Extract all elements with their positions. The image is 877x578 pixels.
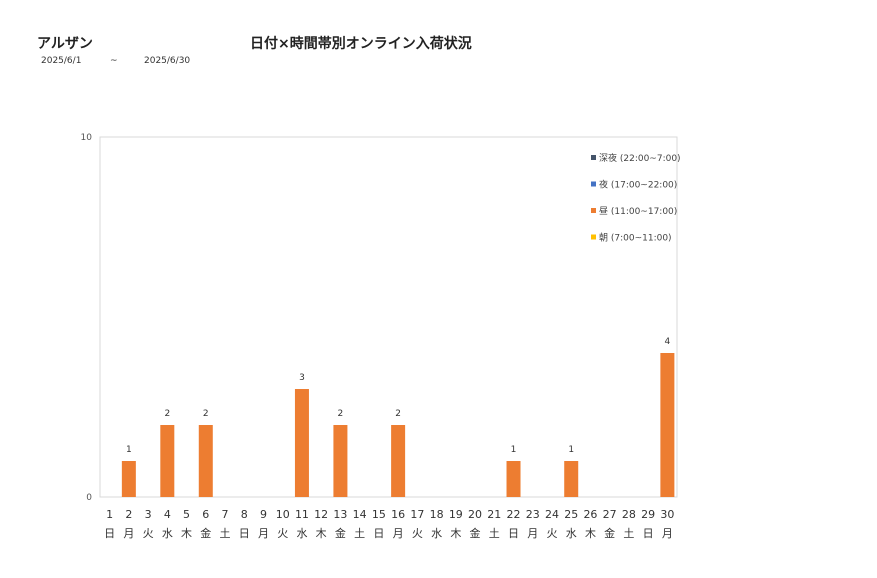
legend-swatch (591, 181, 596, 187)
legend-swatch (591, 208, 596, 213)
data-label: 3 (299, 373, 305, 383)
data-label: 1 (511, 445, 517, 455)
x-tick-day: 8 (241, 508, 248, 521)
x-tick-day: 12 (314, 508, 328, 521)
x-tick-weekday: 水 (431, 527, 442, 540)
x-tick-weekday: 火 (277, 527, 288, 540)
x-tick-weekday: 水 (162, 527, 173, 540)
x-tick-weekday: 木 (181, 527, 192, 540)
x-tick-day: 2 (125, 508, 132, 521)
bar (198, 425, 213, 497)
x-tick-day: 15 (372, 508, 386, 521)
x-tick-weekday: 土 (354, 527, 365, 540)
legend-label: 朝 (7:00~11:00) (599, 233, 672, 244)
x-tick-weekday: 木 (585, 527, 596, 540)
x-tick-weekday: 日 (239, 527, 250, 540)
x-tick-day: 1 (106, 508, 113, 521)
period-end: 2025/6/30 (144, 56, 191, 66)
period-separator: ~ (110, 56, 118, 66)
x-tick-day: 24 (545, 508, 559, 521)
y-tick-label: 0 (86, 493, 92, 503)
x-tick-day: 19 (449, 508, 463, 521)
data-label: 2 (164, 409, 170, 419)
x-tick-day: 7 (222, 508, 229, 521)
x-tick-weekday: 木 (316, 527, 327, 540)
x-tick-day: 5 (183, 508, 190, 521)
legend: 深夜 (22:00~7:00) 夜 (17:00~22:00) 昼 (11:00~1… (591, 152, 681, 244)
x-tick-weekday: 金 (335, 526, 346, 540)
data-label: 1 (126, 445, 132, 455)
x-tick-weekday: 土 (220, 527, 231, 540)
x-tick-weekday: 水 (566, 527, 577, 540)
bar (294, 389, 309, 497)
x-tick-day: 25 (564, 508, 578, 521)
x-tick-day: 6 (202, 508, 209, 521)
x-tick-day: 17 (410, 508, 424, 521)
x-tick-weekday: 土 (489, 527, 500, 540)
y-tick-label: 10 (81, 133, 93, 143)
legend-swatch (591, 234, 596, 240)
x-tick-day: 3 (145, 508, 152, 521)
chart-title: 日付×時間帯別オンライン入荷状況 (250, 36, 472, 52)
x-tick-weekday: 金 (604, 526, 615, 540)
x-tick-weekday: 水 (296, 527, 307, 540)
x-tick-day: 16 (391, 508, 405, 521)
x-tick-weekday: 月 (123, 527, 134, 540)
legend-label: 夜 (17:00~22:00) (599, 179, 677, 191)
x-tick-day: 26 (583, 508, 597, 521)
x-tick-day: 21 (487, 508, 501, 521)
x-tick-day: 30 (660, 508, 674, 521)
period-start: 2025/6/1 (41, 56, 82, 66)
data-label: 2 (338, 409, 344, 419)
data-label: 4 (665, 337, 671, 347)
x-tick-day: 23 (526, 508, 540, 521)
bar (333, 425, 348, 497)
legend-swatch (591, 155, 596, 160)
brand-name: アルザン (37, 36, 93, 52)
x-tick-weekday: 月 (527, 527, 538, 540)
x-tick-weekday: 日 (643, 527, 654, 540)
x-tick-day: 28 (622, 508, 636, 521)
legend-label: 昼 (11:00~17:00) (599, 206, 677, 217)
x-tick-weekday: 木 (450, 527, 461, 540)
x-tick-day: 18 (430, 508, 444, 521)
x-tick-weekday: 日 (104, 527, 115, 540)
x-tick-weekday: 日 (373, 527, 384, 540)
x-tick-weekday: 金 (200, 526, 211, 540)
x-tick-day: 13 (333, 508, 347, 521)
data-label: 1 (568, 445, 574, 455)
x-tick-day: 14 (353, 508, 367, 521)
x-tick-weekday: 月 (258, 527, 269, 540)
bar (160, 425, 175, 497)
x-tick-weekday: 火 (546, 527, 557, 540)
bar (506, 461, 521, 497)
x-tick-day: 4 (164, 508, 171, 521)
x-tick-day: 20 (468, 508, 482, 521)
x-tick-day: 22 (507, 508, 521, 521)
plot-area (99, 136, 678, 498)
data-label: 2 (395, 409, 401, 419)
x-tick-day: 27 (603, 508, 617, 521)
bar (660, 353, 675, 497)
x-tick-weekday: 金 (470, 526, 481, 540)
x-tick-weekday: 日 (508, 527, 519, 540)
legend-label: 深夜 (22:00~7:00) (599, 152, 681, 164)
x-tick-day: 11 (295, 508, 309, 521)
bar (121, 461, 136, 497)
x-tick-day: 29 (641, 508, 655, 521)
x-tick-weekday: 火 (143, 527, 154, 540)
data-label: 2 (203, 409, 209, 419)
bar (391, 425, 406, 497)
x-tick-weekday: 土 (623, 527, 634, 540)
x-tick-weekday: 月 (662, 527, 673, 540)
x-tick-day: 10 (276, 508, 290, 521)
bar (564, 461, 579, 497)
x-tick-day: 9 (260, 508, 267, 521)
x-tick-weekday: 火 (412, 527, 423, 540)
x-tick-weekday: 月 (393, 527, 404, 540)
